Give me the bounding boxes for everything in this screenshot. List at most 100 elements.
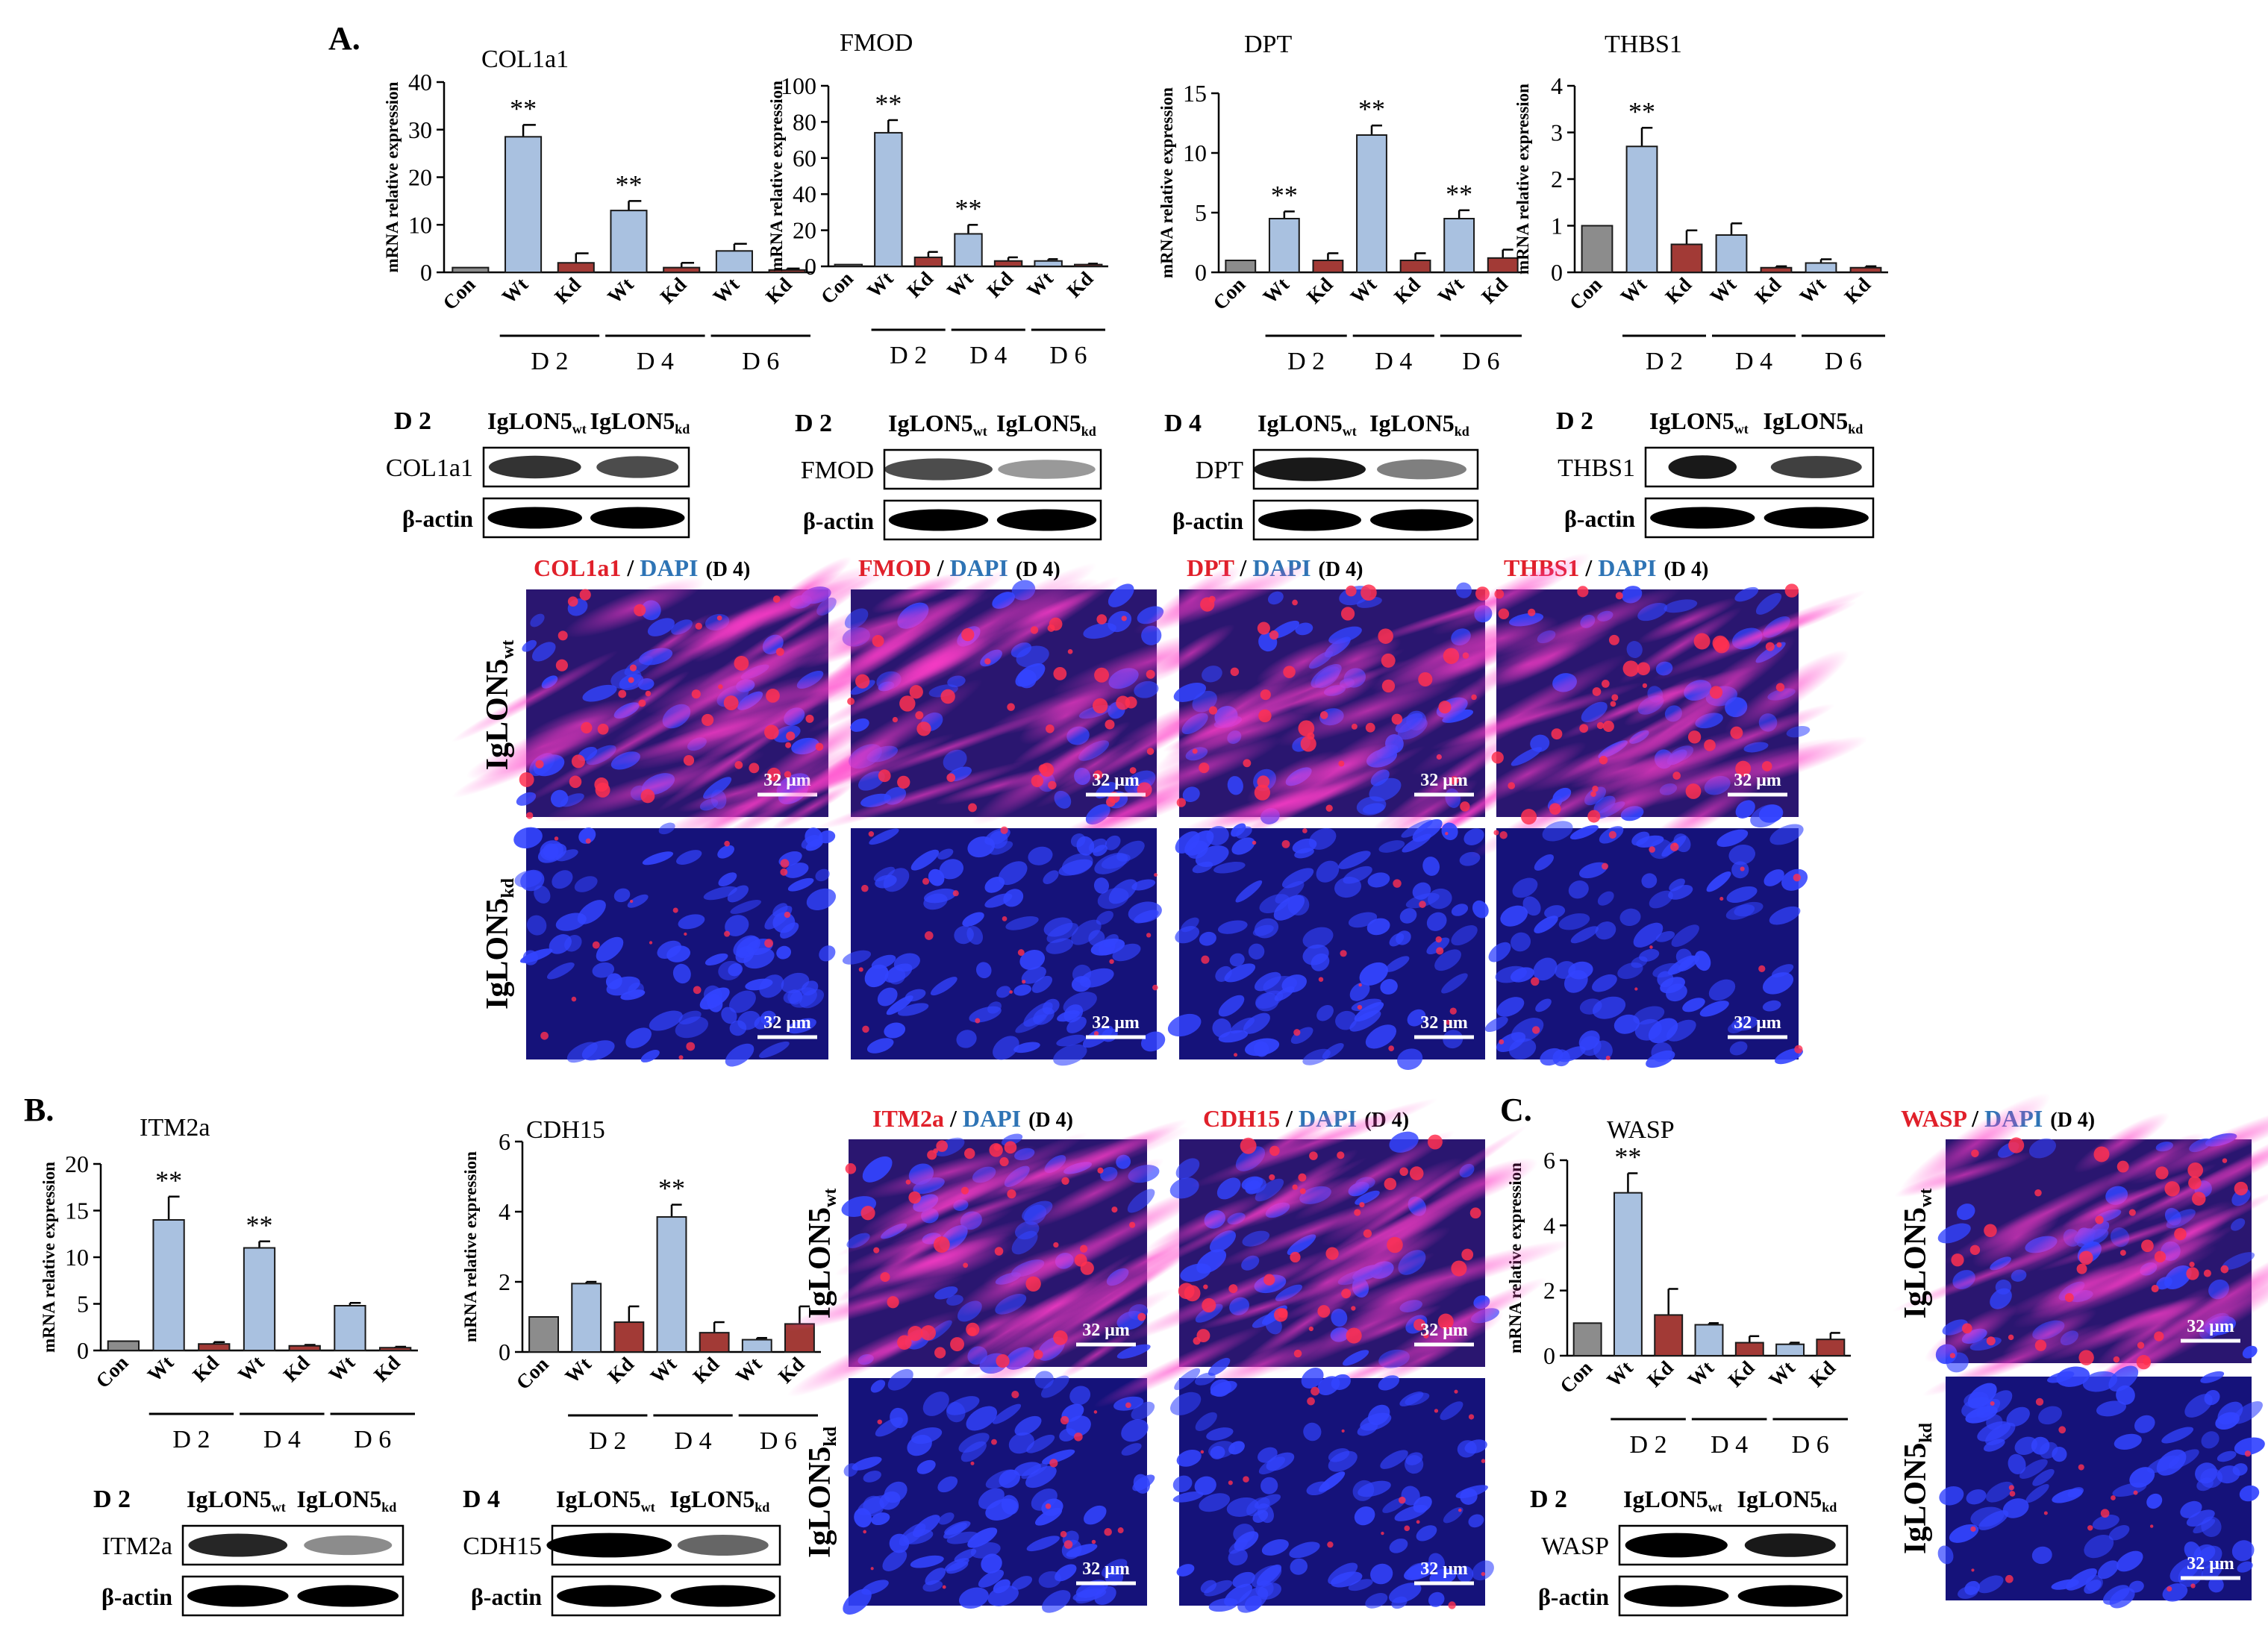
nucleus xyxy=(1633,922,1663,948)
fiber-signal xyxy=(955,1251,1072,1317)
category-label: Con xyxy=(1555,1356,1596,1397)
fiber-signal xyxy=(1586,780,1670,825)
signal-spot xyxy=(1399,1167,1408,1177)
signal-spot xyxy=(2035,1397,2044,1406)
nucleus xyxy=(1558,913,1590,930)
bar xyxy=(1572,1322,1602,1357)
blot-loading-label: β-actin xyxy=(803,507,874,534)
nucleus xyxy=(784,863,809,878)
nucleus xyxy=(1235,880,1263,903)
nucleus xyxy=(805,827,823,847)
nucleus xyxy=(1094,1586,1116,1606)
signal-spot xyxy=(999,1156,1009,1167)
signal-spot xyxy=(1319,711,1328,719)
signal-spot xyxy=(645,690,652,697)
nucleus xyxy=(1127,1189,1155,1213)
signal-spot xyxy=(1034,1350,1043,1359)
nucleus xyxy=(2112,1482,2147,1497)
bar xyxy=(571,1283,602,1353)
signal-spot xyxy=(638,699,646,707)
nucleus xyxy=(1512,877,1538,898)
panel-label-c: C. xyxy=(1500,1092,1532,1128)
signal-spot xyxy=(786,731,796,741)
nucleus xyxy=(1568,880,1589,899)
signal-spot xyxy=(2149,1524,2154,1528)
nucleus xyxy=(1370,1563,1393,1585)
signal-spot xyxy=(691,689,701,699)
signal-spot xyxy=(597,723,609,735)
signal-spot xyxy=(1361,584,1377,601)
signal-spot xyxy=(1393,879,1402,888)
blot-band xyxy=(1258,509,1361,531)
signal-spot xyxy=(1121,616,1127,622)
signal-spot xyxy=(684,932,687,936)
nucleus xyxy=(1965,1406,1998,1424)
signal-spot xyxy=(1418,672,1433,687)
signal-spot xyxy=(1094,667,1110,683)
nucleus xyxy=(993,1036,1019,1060)
nucleus xyxy=(1728,844,1755,865)
signal-spot xyxy=(1363,1229,1372,1238)
signal-spot xyxy=(723,695,739,710)
signal-spot xyxy=(1990,1400,1995,1406)
nucleus xyxy=(566,1042,598,1063)
signal-spot xyxy=(2155,1166,2169,1180)
fiber-signal xyxy=(629,613,713,669)
signal-spot xyxy=(1587,810,1601,823)
nucleus xyxy=(1641,873,1658,889)
signal-spot xyxy=(922,877,930,885)
nucleus xyxy=(2109,1588,2135,1609)
fiber-signal xyxy=(1475,641,1581,687)
signal-spot xyxy=(1449,1007,1457,1015)
nucleus xyxy=(1093,845,1108,857)
signal-spot xyxy=(860,1206,875,1221)
bar xyxy=(1715,234,1748,273)
signal-spot xyxy=(2008,1485,2014,1491)
signal-spot xyxy=(1283,666,1296,678)
nucleus xyxy=(1302,1048,1331,1065)
blot-loading-label: β-actin xyxy=(1538,1583,1609,1610)
nucleus xyxy=(1725,904,1755,920)
signal-spot xyxy=(1528,608,1536,617)
chart-title: COL1a1 xyxy=(481,46,569,73)
signal-spot xyxy=(1079,1245,1088,1253)
fiber-signal xyxy=(782,1274,965,1331)
nucleus xyxy=(2200,1371,2225,1383)
blot-band xyxy=(1668,455,1737,479)
blot-band xyxy=(996,509,1097,531)
y-tick-label: 20 xyxy=(408,164,432,191)
fiber-signal xyxy=(1291,669,1380,715)
signal-spot xyxy=(1269,1174,1275,1180)
fiber-signal xyxy=(1623,674,1704,726)
nucleus xyxy=(1769,824,1804,845)
category-label: Kd xyxy=(656,273,691,308)
signal-spot xyxy=(1252,840,1257,845)
nucleus xyxy=(2196,1477,2214,1491)
blot-band xyxy=(188,1533,288,1557)
fiber-signal xyxy=(1114,1244,1352,1345)
signal-spot xyxy=(1793,874,1801,882)
signal-spot xyxy=(1601,863,1609,870)
signal-spot xyxy=(1672,771,1681,780)
nucleus xyxy=(869,828,899,845)
nucleus xyxy=(2146,1493,2163,1509)
signal-spot xyxy=(567,596,578,607)
signal-spot xyxy=(861,884,869,892)
y-tick-label: 15 xyxy=(65,1198,89,1224)
category-label: Con xyxy=(438,273,479,314)
signal-spot xyxy=(1399,1496,1406,1504)
group-label: D 6 xyxy=(354,1426,391,1453)
signal-spot xyxy=(2128,1209,2136,1216)
nucleus xyxy=(1544,905,1566,919)
chart-title: THBS1 xyxy=(1605,31,1682,58)
signal-spot xyxy=(772,595,781,603)
signal-spot xyxy=(1346,585,1357,597)
nucleus xyxy=(999,1469,1020,1489)
bar xyxy=(1034,260,1063,267)
nucleus xyxy=(729,990,756,1013)
nucleus xyxy=(1530,734,1550,752)
blot-lane-label: IgLON5kd xyxy=(1369,410,1469,439)
signal-spot xyxy=(1590,791,1596,798)
category-label: Wt xyxy=(325,1351,360,1386)
nucleus xyxy=(1308,827,1337,850)
